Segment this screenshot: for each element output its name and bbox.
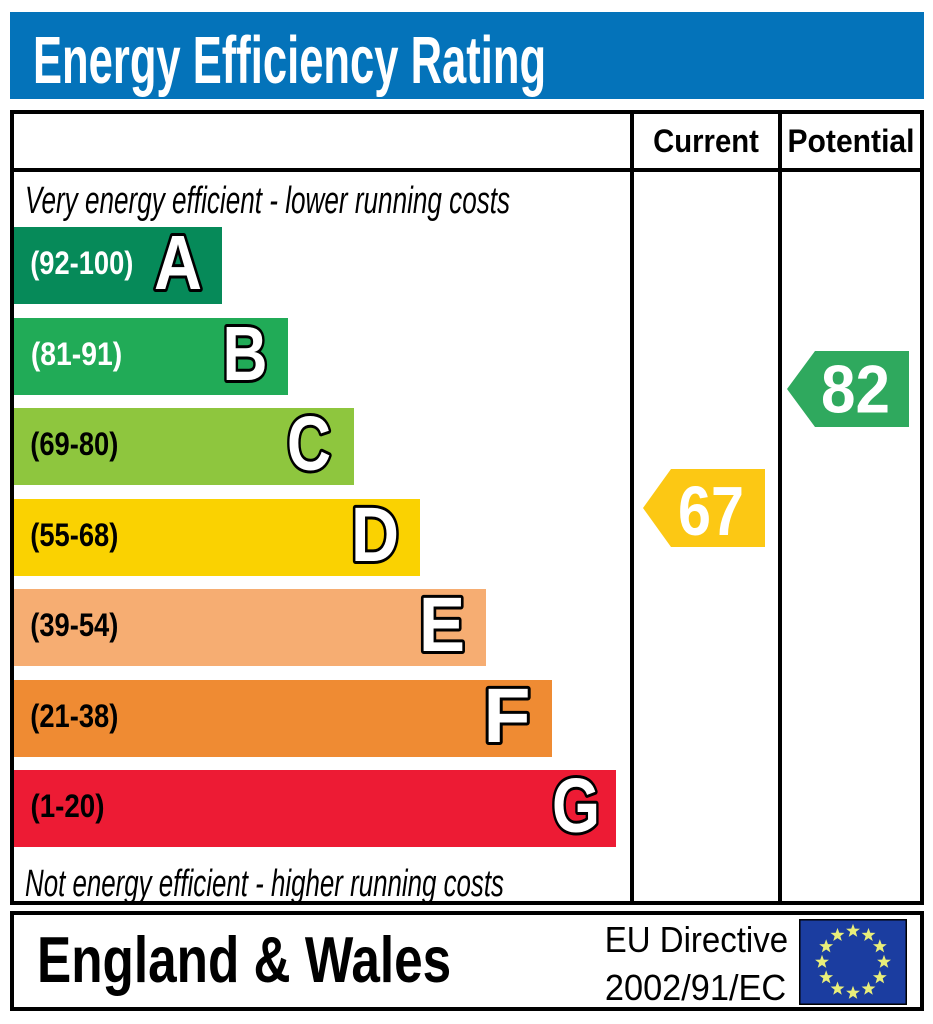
svg-text:D: D	[351, 499, 399, 576]
svg-text:A: A	[154, 227, 202, 304]
svg-text:B: B	[223, 318, 268, 395]
svg-text:C: C	[287, 408, 331, 485]
svg-text:F: F	[483, 680, 530, 757]
svg-text:67: 67	[678, 472, 744, 547]
svg-text:E: E	[419, 589, 465, 666]
svg-text:G: G	[552, 770, 600, 847]
svg-text:82: 82	[821, 352, 890, 428]
